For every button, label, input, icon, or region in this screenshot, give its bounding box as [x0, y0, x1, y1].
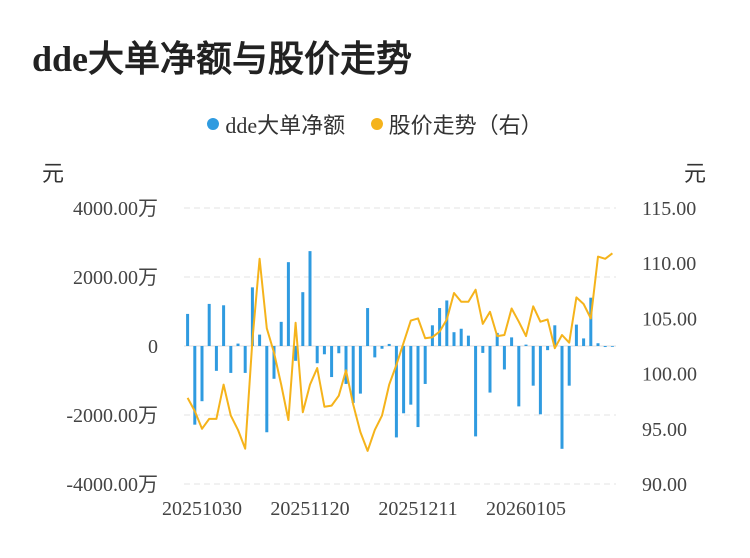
dde-bar — [250, 287, 254, 346]
dde-bar — [560, 346, 564, 449]
dde-bar — [582, 338, 586, 346]
dde-bar — [430, 325, 434, 346]
dde-bar — [589, 297, 593, 346]
y-right-tick-label: 110.00 — [642, 253, 696, 275]
dde-bar — [337, 346, 341, 354]
dde-bar — [402, 346, 406, 414]
y-right-tick-label: 95.00 — [642, 419, 687, 441]
dde-bar — [222, 305, 226, 346]
dde-bar — [315, 346, 319, 364]
y-left-tick-label: -4000.00万 — [66, 474, 158, 496]
dde-bar — [258, 334, 262, 346]
dde-bar — [438, 308, 442, 346]
legend-label-dde: dde大单净额 — [225, 113, 346, 138]
dde-bar — [596, 343, 600, 346]
y-right-tick-label: 105.00 — [642, 308, 697, 330]
y-left-tick-label: 2000.00万 — [73, 267, 158, 289]
dde-bar — [459, 328, 463, 346]
dde-bar — [358, 346, 362, 394]
dde-bar — [409, 346, 413, 405]
y-left-tick-label: 0 — [148, 336, 158, 358]
dde-bar — [546, 346, 550, 351]
x-tick-label: 20260105 — [486, 498, 566, 520]
dde-bar — [351, 346, 355, 403]
x-tick-label: 20251211 — [378, 498, 457, 520]
dde-bar — [481, 346, 485, 353]
x-tick-label: 20251030 — [162, 498, 242, 520]
legend-marker-price — [370, 118, 383, 130]
right-axis-unit: 元 — [684, 161, 707, 186]
dde-bar — [502, 346, 506, 370]
y-left-tick-label: 4000.00万 — [73, 198, 158, 220]
left-axis-unit: 元 — [42, 161, 65, 186]
legend-item-price[interactable]: 股价走势（右） — [370, 108, 543, 140]
y-right-tick-label: 90.00 — [642, 474, 687, 496]
dde-bar — [301, 292, 305, 346]
dde-bar — [272, 346, 276, 379]
x-tick-label: 20251120 — [270, 498, 349, 520]
dde-bar — [610, 346, 614, 347]
dde-bar — [387, 343, 391, 346]
legend: dde大单净额 股价走势（右） — [0, 108, 750, 140]
dde-bar — [330, 346, 334, 378]
dde-bar — [214, 346, 218, 371]
dde-bar — [236, 343, 240, 346]
dde-bar — [517, 346, 521, 407]
dde-bar — [553, 325, 557, 346]
dde-bar — [452, 332, 456, 346]
y-left-tick-label: -2000.00万 — [66, 405, 158, 427]
dde-bar — [200, 346, 204, 402]
dde-bar — [186, 313, 190, 346]
dde-bar — [265, 346, 269, 433]
dde-bar — [416, 346, 420, 428]
dde-bar — [524, 344, 528, 346]
dde-bar — [531, 346, 535, 386]
dde-bar — [567, 346, 571, 386]
legend-label-price: 股价走势（右） — [388, 113, 543, 138]
price-line — [186, 252, 614, 452]
dde-bar — [193, 346, 197, 425]
dde-bar — [207, 303, 211, 346]
dde-bar — [373, 346, 377, 358]
legend-item-dde[interactable]: dde大单净额 — [207, 108, 345, 140]
dde-bar — [445, 300, 449, 346]
dde-bar — [344, 346, 348, 384]
dde-bar — [380, 346, 384, 349]
dde-bar — [366, 308, 370, 346]
legend-marker-dde — [207, 118, 220, 130]
dde-bar — [510, 337, 514, 346]
dde-bar — [394, 346, 398, 438]
dde-bar — [229, 346, 233, 373]
dde-bar — [243, 346, 247, 373]
dde-bar — [466, 335, 470, 346]
dde-bar — [322, 346, 326, 355]
dde-bar — [474, 346, 478, 437]
y-right-tick-label: 115.00 — [642, 198, 696, 220]
dde-bar — [488, 346, 492, 393]
dde-bar — [603, 346, 607, 348]
dde-bar — [279, 321, 283, 346]
chart-title: dde大单净额与股价走势 — [32, 39, 413, 79]
dde-bar — [423, 346, 427, 384]
dde-bar — [294, 346, 298, 361]
dde-bar — [286, 262, 290, 346]
dde-bar — [308, 251, 312, 346]
dde-bar — [538, 346, 542, 415]
dde-bar — [574, 324, 578, 346]
dde-bar — [495, 332, 499, 346]
y-right-tick-label: 100.00 — [642, 364, 697, 386]
